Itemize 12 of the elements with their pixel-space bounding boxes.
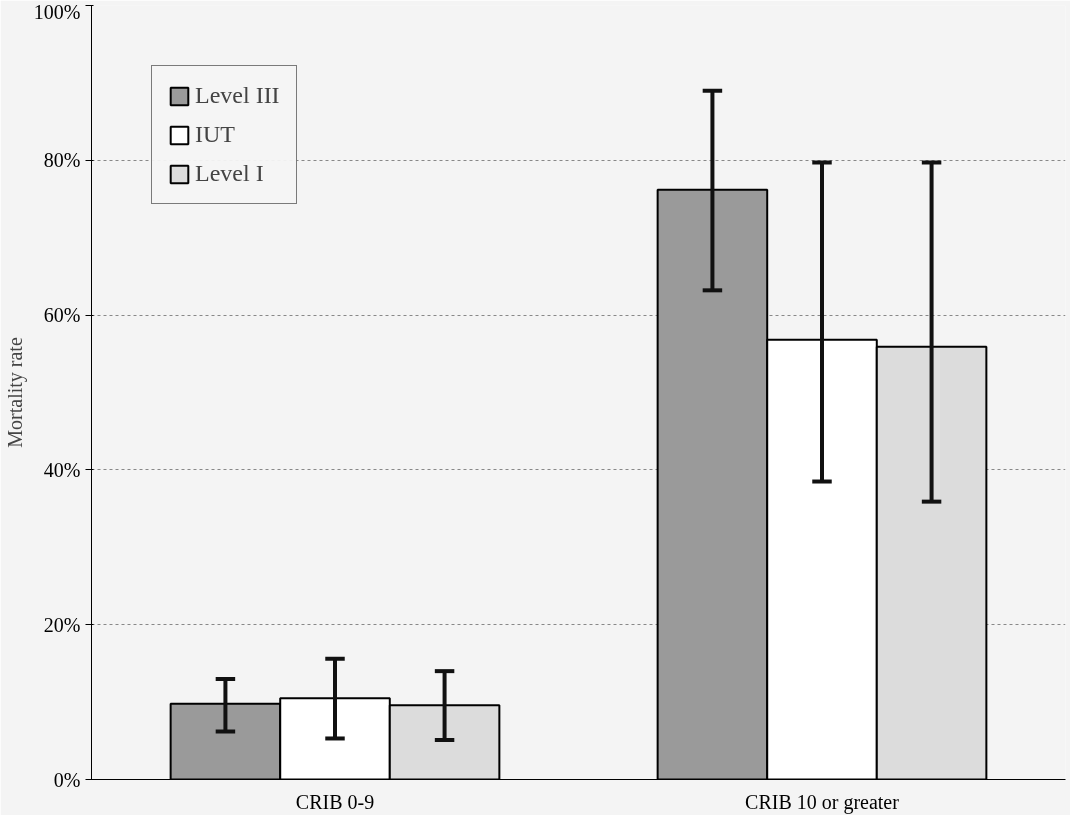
legend-label: IUT [195, 121, 235, 148]
y-axis-title: Mortality rate [3, 337, 27, 448]
y-tick-label: 80% [43, 149, 81, 172]
y-tick-label: 0% [53, 768, 81, 791]
legend-label: Level III [195, 82, 280, 109]
x-tick-label: CRIB 10 or greater [745, 790, 900, 814]
legend-label: Level I [195, 160, 264, 187]
x-tick-label: CRIB 0-9 [295, 790, 375, 813]
y-tick-label: 60% [43, 304, 81, 327]
y-tick-label: 100% [33, 0, 81, 23]
y-tick-label: 20% [43, 613, 81, 636]
y-tick-label: 40% [43, 458, 81, 481]
